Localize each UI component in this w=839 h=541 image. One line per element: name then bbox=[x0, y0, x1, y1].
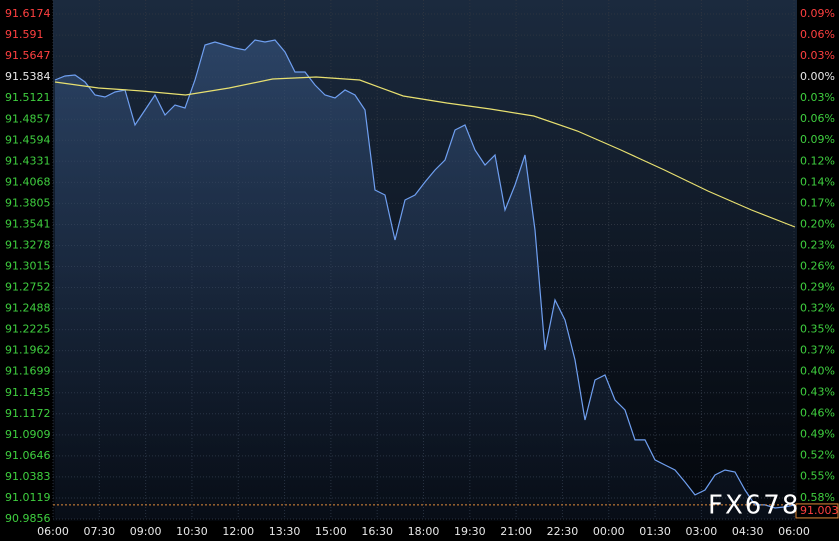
y2-tick-label: 0.14% bbox=[800, 175, 835, 188]
y-tick-label: 91.0383 bbox=[5, 470, 51, 483]
y2-tick-label: 0.29% bbox=[800, 280, 835, 293]
y-tick-label: 91.591 bbox=[5, 28, 44, 41]
y-tick-label: 91.4857 bbox=[5, 112, 51, 125]
y-tick-label: 91.4594 bbox=[5, 133, 51, 146]
y2-tick-label: 0.09% bbox=[800, 7, 835, 20]
x-tick-label: 19:30 bbox=[454, 525, 486, 538]
y2-tick-label: 0.00% bbox=[800, 70, 835, 83]
y2-tick-label: 0.55% bbox=[800, 470, 835, 483]
y2-tick-label: 0.43% bbox=[800, 386, 835, 399]
x-tick-label: 06:00 bbox=[37, 525, 69, 538]
y-tick-label: 91.1962 bbox=[5, 344, 51, 357]
x-tick-label: 12:00 bbox=[222, 525, 254, 538]
y-tick-label: 91.1172 bbox=[5, 407, 51, 420]
area-fill bbox=[55, 40, 795, 519]
y-tick-label: 91.2225 bbox=[5, 323, 51, 336]
y2-tick-label: 0.06% bbox=[800, 28, 835, 41]
y-tick-label: 91.1435 bbox=[5, 386, 51, 399]
y-tick-label: 91.4331 bbox=[5, 154, 51, 167]
y2-tick-label: 0.03% bbox=[800, 49, 835, 62]
y2-tick-label: 0.20% bbox=[800, 217, 835, 230]
y-tick-label: 91.0909 bbox=[5, 428, 51, 441]
y2-tick-label: 0.46% bbox=[800, 407, 835, 420]
y-tick-label: 91.6174 bbox=[5, 7, 51, 20]
y-tick-label: 91.5121 bbox=[5, 91, 51, 104]
y2-tick-label: 0.23% bbox=[800, 238, 835, 251]
y-tick-label: 90.9856 bbox=[5, 512, 51, 525]
y2-tick-label: 0.37% bbox=[800, 344, 835, 357]
x-tick-label: 18:00 bbox=[408, 525, 440, 538]
x-tick-label: 03:00 bbox=[686, 525, 718, 538]
y-tick-label: 91.2752 bbox=[5, 281, 51, 294]
y2-tick-label: 0.06% bbox=[800, 112, 835, 125]
x-tick-label: 01:30 bbox=[639, 525, 671, 538]
last-price-box bbox=[795, 503, 839, 519]
x-tick-label: 22:30 bbox=[547, 525, 579, 538]
y-tick-label: 91.2488 bbox=[5, 302, 51, 315]
y-tick-label: 91.4068 bbox=[5, 175, 51, 188]
y-tick-label: 91.0119 bbox=[5, 491, 51, 504]
watermark: FX678 bbox=[708, 491, 800, 521]
y-tick-label: 91.3015 bbox=[5, 260, 51, 273]
y2-tick-label: 0.35% bbox=[800, 323, 835, 336]
x-tick-label: 09:00 bbox=[130, 525, 162, 538]
y-tick-label: 91.3278 bbox=[5, 238, 51, 251]
y2-tick-label: 0.58% bbox=[800, 491, 835, 504]
y2-tick-label: 0.26% bbox=[800, 259, 835, 272]
y2-tick-label: 0.03% bbox=[800, 91, 835, 104]
y-tick-label: 91.5384 bbox=[5, 70, 51, 83]
y2-tick-label: 0.17% bbox=[800, 196, 835, 209]
x-tick-label: 16:30 bbox=[361, 525, 393, 538]
y2-tick-label: 0.09% bbox=[800, 133, 835, 146]
y-tick-label: 91.5647 bbox=[5, 49, 51, 62]
series-line bbox=[54, 39, 796, 509]
series-line bbox=[54, 76, 796, 228]
y2-tick-label: 0.49% bbox=[800, 428, 835, 441]
x-tick-label: 04:30 bbox=[732, 525, 764, 538]
x-tick-label: 06:00 bbox=[778, 525, 810, 538]
last-price-label: 91.003 bbox=[800, 504, 839, 517]
y-tick-label: 91.3541 bbox=[5, 217, 51, 230]
y2-tick-label: 0.32% bbox=[800, 301, 835, 314]
y2-tick-label: 0.12% bbox=[800, 154, 835, 167]
x-tick-label: 07:30 bbox=[83, 525, 115, 538]
y-tick-label: 91.1699 bbox=[5, 365, 51, 378]
y-tick-label: 91.3805 bbox=[5, 196, 51, 209]
y2-tick-label: 0.40% bbox=[800, 365, 835, 378]
x-tick-label: 10:30 bbox=[176, 525, 208, 538]
x-tick-label: 21:00 bbox=[500, 525, 532, 538]
x-tick-label: 13:30 bbox=[269, 525, 301, 538]
y2-tick-label: 0.52% bbox=[800, 449, 835, 462]
x-tick-label: 15:00 bbox=[315, 525, 347, 538]
x-tick-label: 00:00 bbox=[593, 525, 625, 538]
y-tick-label: 91.0646 bbox=[5, 449, 51, 462]
